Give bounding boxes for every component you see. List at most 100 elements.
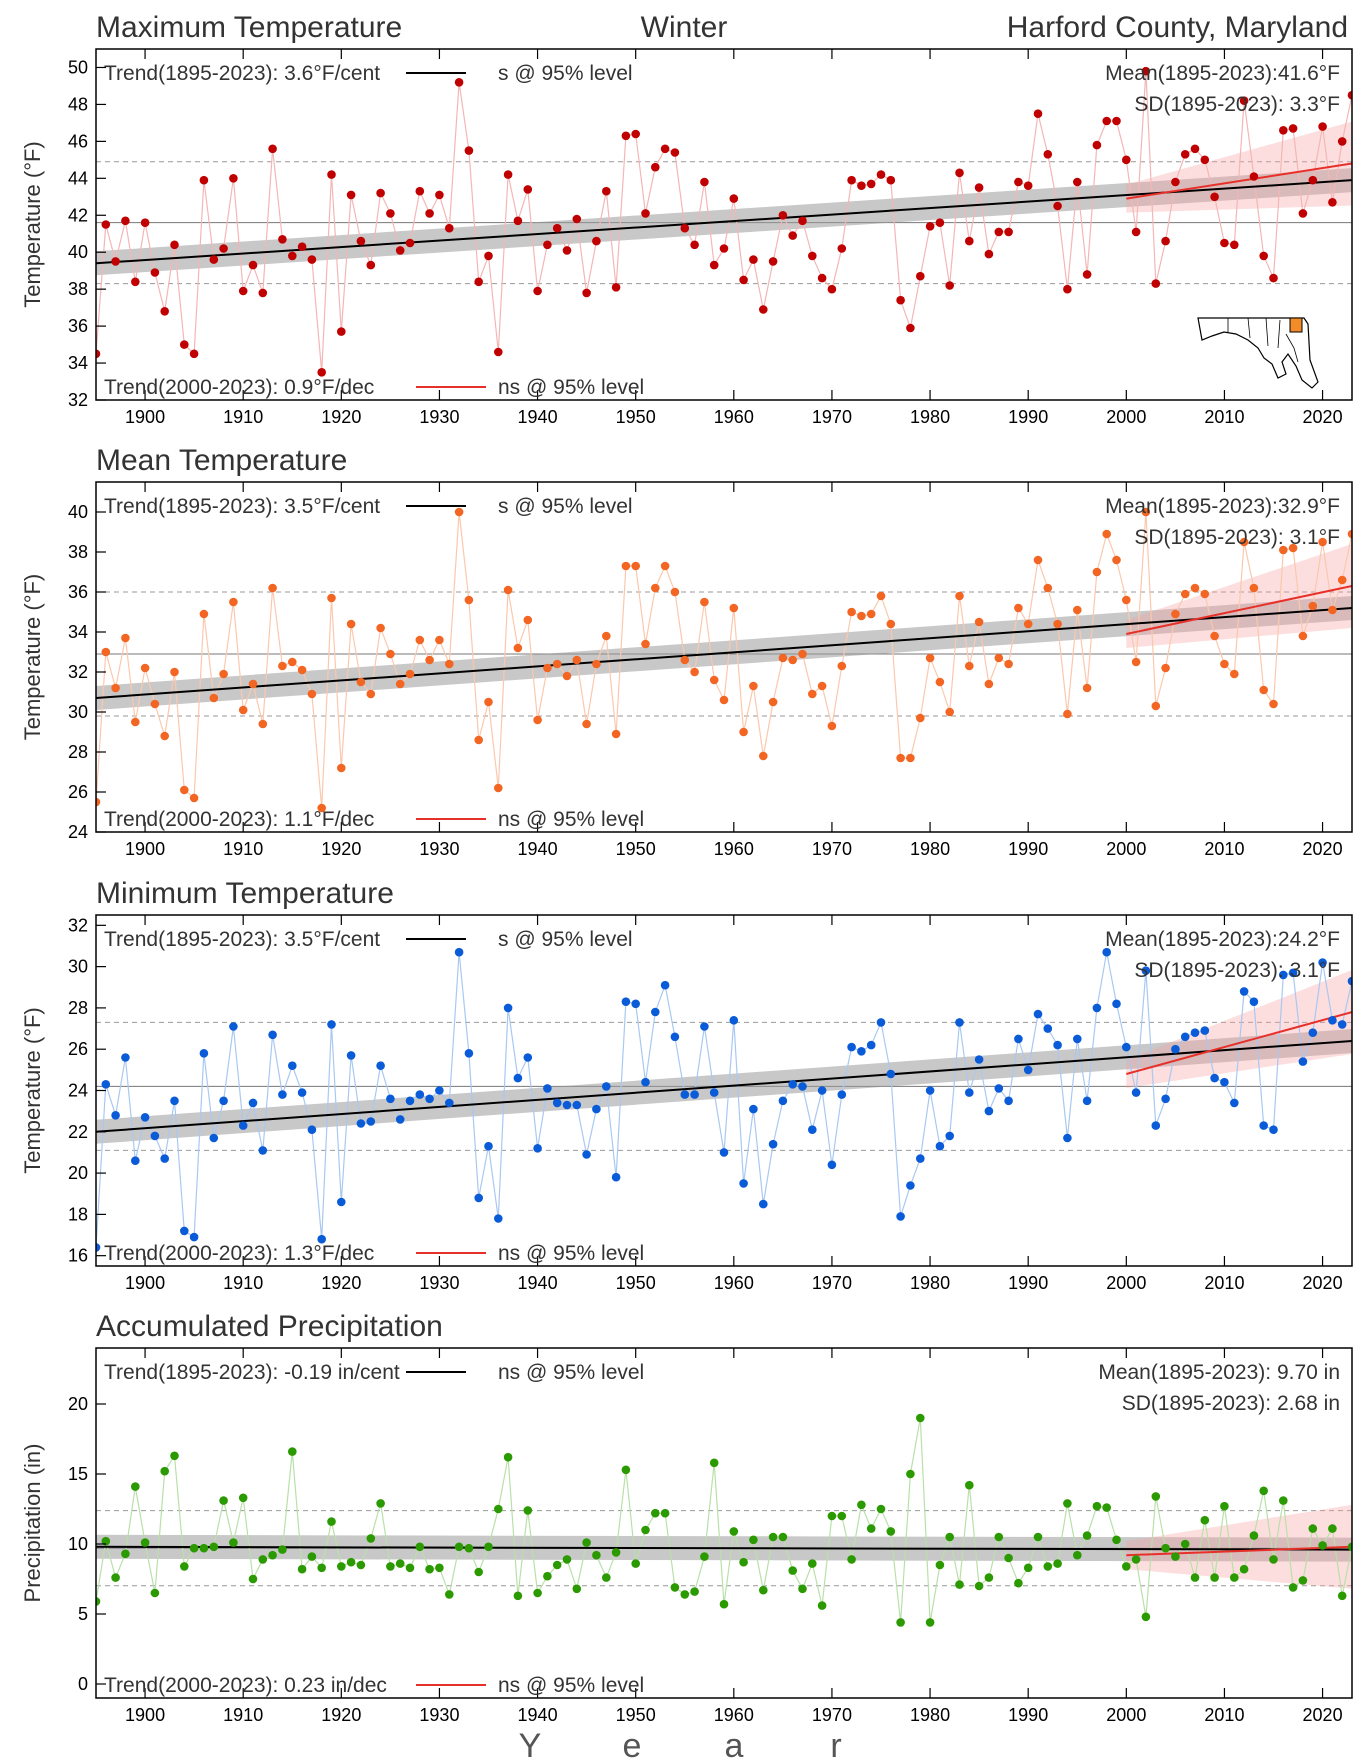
data-point	[847, 1555, 856, 1564]
data-point	[1180, 1032, 1190, 1042]
data-point	[494, 1214, 503, 1223]
data-point	[1023, 619, 1033, 629]
data-point	[356, 1560, 366, 1570]
plot-frame	[95, 48, 1353, 401]
data-point	[994, 1532, 1004, 1542]
data-point	[356, 1119, 366, 1128]
data-point	[170, 240, 179, 250]
data-point	[219, 1496, 228, 1505]
data-point	[984, 1106, 994, 1116]
data-point	[1171, 1044, 1180, 1054]
data-point	[641, 1525, 650, 1535]
y-tick-label: 10	[68, 1534, 88, 1554]
data-point	[1328, 198, 1337, 207]
data-point	[582, 1150, 591, 1159]
data-point	[248, 679, 258, 689]
data-point	[238, 705, 248, 715]
data-point	[1279, 545, 1288, 555]
data-point	[180, 1226, 189, 1236]
data-point	[984, 1573, 994, 1582]
data-point	[268, 144, 277, 154]
data-point	[1161, 1094, 1170, 1104]
data-point	[592, 659, 601, 669]
data-point	[288, 657, 297, 667]
data-point	[533, 1144, 542, 1153]
data-point	[386, 1094, 395, 1104]
x-tick-label: 2000	[1106, 1273, 1146, 1293]
data-point	[1220, 238, 1229, 248]
data-point	[445, 1590, 454, 1599]
data-point	[739, 1557, 748, 1567]
data-point	[857, 1500, 866, 1510]
data-point	[170, 1451, 179, 1461]
data-point	[160, 1154, 169, 1163]
x-tick-label: 2020	[1303, 1273, 1343, 1293]
data-point	[886, 619, 896, 629]
data-point	[837, 1090, 847, 1099]
data-point	[602, 1082, 611, 1091]
data-point	[631, 1559, 640, 1568]
data-point	[866, 1040, 876, 1050]
data-point	[1151, 279, 1161, 288]
chart-panel-2: 24 26 28 30 32 34 36 38 40 1900 1910 1920 1930 1940 19…	[20, 444, 1353, 859]
data-point	[1328, 605, 1337, 615]
data-point	[140, 663, 150, 673]
data-point	[945, 1532, 954, 1542]
data-point	[935, 1560, 945, 1570]
data-point	[1014, 1578, 1023, 1588]
data-point	[405, 669, 415, 679]
trend-recent-line	[1126, 585, 1352, 635]
data-point	[778, 1532, 788, 1542]
data-point	[1112, 555, 1121, 565]
trend-recent-line	[1126, 162, 1352, 200]
data-point	[719, 244, 729, 253]
x-tick-label: 1970	[812, 1273, 852, 1293]
data-point	[857, 1047, 866, 1056]
data-point	[150, 699, 160, 709]
data-point	[464, 595, 474, 605]
data-point	[778, 211, 788, 220]
data-point	[582, 1538, 591, 1547]
data-point	[729, 1527, 739, 1536]
data-point	[945, 707, 954, 717]
data-point	[719, 1148, 729, 1157]
data-point	[386, 1562, 395, 1571]
data-point	[965, 661, 974, 671]
data-point	[592, 1550, 601, 1560]
x-tick-label: 1980	[910, 839, 950, 859]
data-point	[670, 587, 680, 597]
data-point	[1171, 177, 1180, 187]
data-point	[268, 1030, 277, 1040]
sd-label: SD(1895-2023): 3.1°F	[1134, 959, 1340, 982]
trend-recent-text: Trend(2000-2023): 0.9°F/dec	[104, 376, 374, 399]
data-point	[101, 1536, 111, 1546]
data-point	[405, 1563, 415, 1573]
x-tick-label: 1960	[714, 1273, 754, 1293]
data-point	[876, 591, 886, 601]
data-point	[1328, 1016, 1337, 1025]
x-tick-label: 1940	[518, 839, 558, 859]
data-point	[288, 1447, 297, 1456]
data-point	[150, 1131, 160, 1141]
data-point	[1171, 609, 1180, 619]
data-point	[1073, 1034, 1082, 1044]
data-point	[1200, 1026, 1210, 1035]
data-point	[229, 597, 238, 607]
data-point	[435, 635, 444, 645]
data-point	[916, 1154, 925, 1163]
trend-long-line	[96, 607, 1352, 699]
data-point	[1151, 1492, 1161, 1501]
data-point	[1259, 1486, 1268, 1496]
data-point	[1033, 1009, 1043, 1019]
data-point	[552, 1560, 562, 1570]
data-point	[935, 218, 945, 227]
data-point	[435, 1563, 444, 1573]
data-point	[1269, 273, 1278, 283]
data-point	[297, 242, 307, 251]
data-point	[1141, 1612, 1151, 1622]
data-point	[651, 162, 660, 172]
data-point	[199, 609, 209, 619]
data-point	[955, 591, 964, 601]
y-tick-label: 34	[68, 353, 88, 373]
data-point	[876, 170, 886, 179]
